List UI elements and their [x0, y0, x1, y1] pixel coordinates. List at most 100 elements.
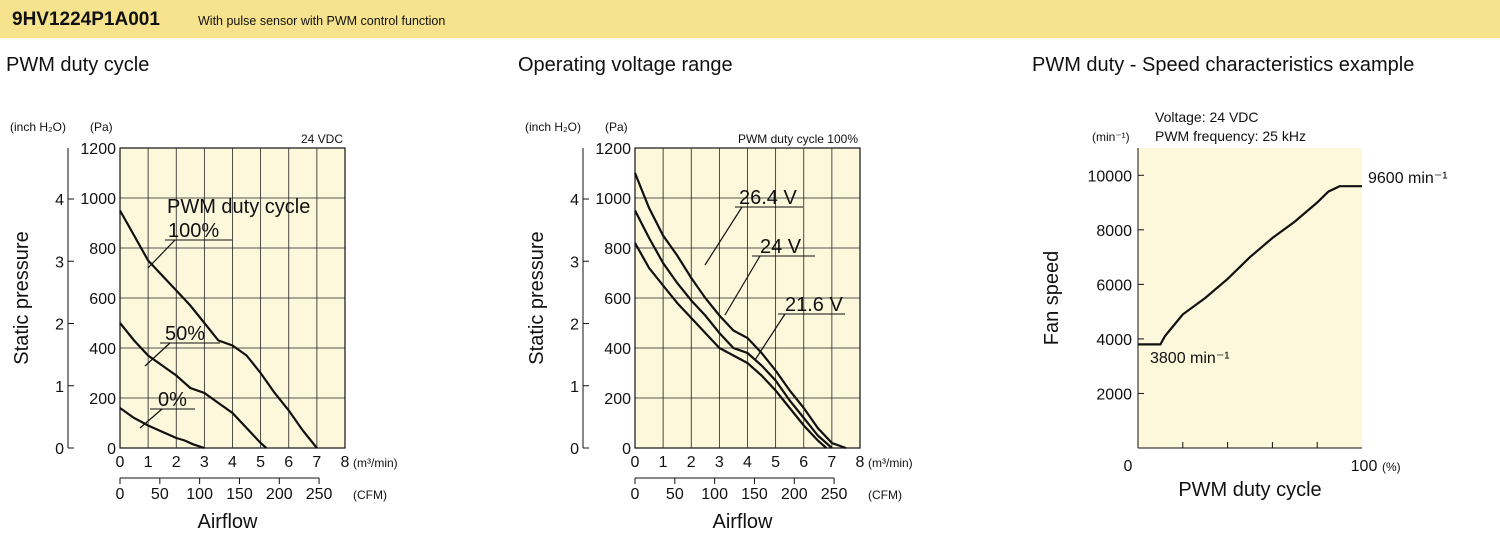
c1-y2-tick-label: 4: [55, 192, 64, 209]
c1-x2-tick-label: 0: [116, 486, 125, 503]
c2-x2-tick-label: 50: [666, 486, 684, 503]
c2-y2-tick-label: 0: [570, 441, 579, 458]
c1-x-tick-label: 0: [116, 454, 125, 471]
c2-y-unit-label: (Pa): [605, 120, 628, 134]
c2-series-label: 21.6 V: [785, 294, 843, 316]
c2-y2-tick-label: 3: [570, 254, 579, 271]
c3-y-tick-label: 8000: [1096, 223, 1132, 240]
c1-x-tick-label: 8: [341, 454, 350, 471]
c2-y2-tick-label: 1: [570, 379, 579, 396]
c1-x-tick-label: 6: [284, 454, 293, 471]
model-number: 9HV1224P1A001: [12, 9, 160, 30]
c3-y-tick-label: 10000: [1088, 168, 1133, 185]
c1-series-label: 50%: [165, 323, 205, 345]
c3-series-line: [1138, 185, 1362, 346]
c3-y-tick-label: 2000: [1096, 386, 1132, 403]
c1-x-tick-label: 4: [228, 454, 237, 471]
c1-y-tick-label: 0: [107, 441, 116, 458]
c3-annotation-line: Voltage: 24 VDC: [1155, 109, 1259, 125]
c2-y2-tick-label: 2: [570, 317, 579, 334]
c2-y2-tick-label: 4: [570, 192, 579, 209]
c3-x-tick-label: 0: [1124, 458, 1133, 475]
c1-series-line: [119, 407, 205, 450]
c1-series-label: 100%: [168, 220, 219, 242]
c2-x-tick-label: 5: [771, 454, 780, 471]
c1-legend-title: PWM duty cycle: [167, 196, 310, 218]
chart3-title: PWM duty - Speed characteristics example: [1032, 54, 1415, 76]
c1-x2-tick-label: 150: [226, 486, 253, 503]
c2-y-tick-label: 200: [604, 391, 631, 408]
c3-x-tick-label: 100: [1351, 458, 1378, 475]
c1-y-tick-label: 1000: [80, 191, 116, 208]
c3-annotation-line: PWM frequency: 25 kHz: [1155, 128, 1306, 144]
c2-x-tick-label: 0: [631, 454, 640, 471]
c2-series-label: 26.4 V: [739, 187, 797, 209]
c3-x-axis-title: PWM duty cycle: [1178, 479, 1321, 501]
c2-annotation: PWM duty cycle 100%: [738, 132, 858, 146]
c2-label-leader: [704, 206, 743, 266]
c1-y2-unit-label: (inch H₂O): [10, 120, 66, 134]
c1-y-tick-label: 800: [89, 241, 116, 258]
model-description: With pulse sensor with PWM control funct…: [198, 14, 446, 28]
c2-y-tick-label: 1200: [595, 141, 631, 158]
c1-x-axis-title: Airflow: [197, 511, 258, 533]
c1-x-tick-label: 7: [312, 454, 321, 471]
c3-y-tick-label: 4000: [1096, 332, 1132, 349]
c1-series-line: [119, 322, 268, 449]
c3-point-label-max: 9600 min⁻¹: [1368, 170, 1448, 187]
c2-y-tick-label: 400: [604, 341, 631, 358]
c1-x2-tick-label: 50: [151, 486, 169, 503]
c2-x2-tick-label: 200: [781, 486, 808, 503]
c2-y-axis-title: Static pressure: [526, 231, 548, 364]
chart2-title: Operating voltage range: [518, 54, 733, 76]
c3-y-tick-label: 6000: [1096, 277, 1132, 294]
c1-y-axis-title: Static pressure: [11, 231, 33, 364]
c1-series-label: 0%: [158, 389, 187, 411]
c2-x-tick-label: 7: [827, 454, 836, 471]
chart1-title: PWM duty cycle: [6, 54, 150, 76]
c1-x-tick-label: 5: [256, 454, 265, 471]
c1-series-line: [119, 209, 318, 449]
c1-annotation: 24 VDC: [301, 132, 343, 146]
c2-series-line: [633, 172, 847, 450]
c1-y-tick-label: 400: [89, 341, 116, 358]
c1-y-tick-label: 200: [89, 391, 116, 408]
c2-x2-tick-label: 0: [631, 486, 640, 503]
c1-y-tick-label: 600: [89, 291, 116, 308]
c2-x-unit-label: (m³/min): [868, 456, 913, 470]
c3-point-label-min: 3800 min⁻¹: [1150, 350, 1230, 367]
c2-x-tick-label: 2: [687, 454, 696, 471]
title-banner: 9HV1224P1A001 With pulse sensor with PWM…: [0, 0, 1500, 38]
c2-x-axis-title: Airflow: [712, 511, 773, 533]
c1-x2-tick-label: 200: [266, 486, 293, 503]
c3-y-unit-label: (min⁻¹): [1092, 130, 1130, 144]
c2-x-tick-label: 6: [799, 454, 808, 471]
c2-x2-tick-label: 100: [701, 486, 728, 503]
c1-y2-tick-label: 3: [55, 254, 64, 271]
c1-x-tick-label: 2: [172, 454, 181, 471]
c2-x-tick-label: 3: [715, 454, 724, 471]
c1-x-tick-label: 3: [200, 454, 209, 471]
c2-label-leader: [724, 255, 761, 316]
c1-x2-tick-label: 250: [306, 486, 333, 503]
c1-x-unit-label: (m³/min): [353, 456, 398, 470]
c2-x2-unit-label: (CFM): [868, 488, 902, 502]
c2-series-line: [634, 242, 828, 449]
c2-x-tick-label: 8: [856, 454, 865, 471]
c1-label-leader: [147, 239, 176, 269]
c2-x2-tick-label: 250: [821, 486, 848, 503]
c3-plot-area: [1138, 148, 1362, 448]
c1-x-tick-label: 1: [144, 454, 153, 471]
c2-x-tick-label: 1: [659, 454, 668, 471]
c1-x2-tick-label: 100: [186, 486, 213, 503]
c1-y2-tick-label: 0: [55, 441, 64, 458]
c2-series-line: [634, 209, 833, 449]
c2-label-leader: [754, 313, 786, 361]
c3-x-unit-label: (%): [1382, 460, 1401, 474]
c2-x-tick-label: 4: [743, 454, 752, 471]
c2-x2-tick-label: 150: [741, 486, 768, 503]
c2-series-label: 24 V: [760, 236, 802, 258]
c1-x2-unit-label: (CFM): [353, 488, 387, 502]
c1-label-leader: [144, 342, 171, 367]
